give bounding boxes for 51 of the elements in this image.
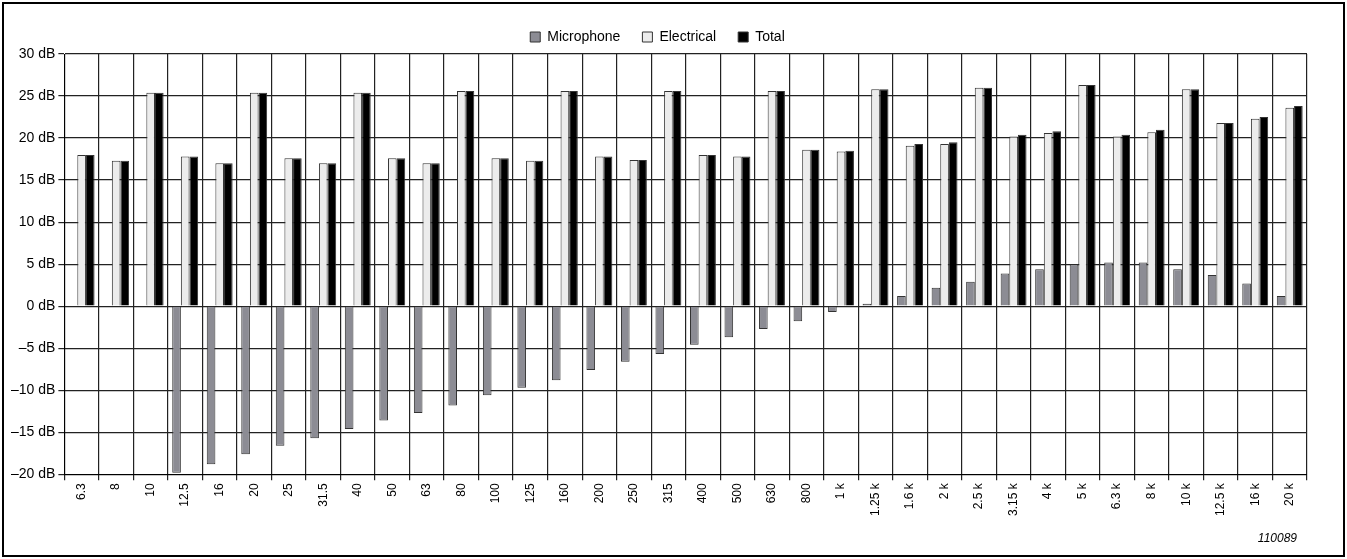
y-tick-label: –15 dB	[11, 423, 56, 440]
x-tick-label: 1 k	[833, 482, 848, 500]
x-tick-label: 4 k	[1040, 482, 1055, 500]
y-tick-label: 20 dB	[18, 128, 56, 145]
y-tick-label: 10 dB	[18, 212, 56, 229]
x-tick-label: 1.6 k	[902, 482, 917, 510]
legend-label: Electrical	[659, 27, 717, 44]
x-tick-label: 31.5	[315, 482, 330, 507]
x-tick-label: 6.3 k	[1109, 482, 1124, 510]
y-tick-label: 30 dB	[18, 44, 56, 61]
x-tick-label: 40	[350, 483, 365, 497]
x-tick-label: 2 k	[936, 482, 951, 500]
x-tick-label: 80	[453, 483, 468, 497]
x-tick-label: 10 k	[1178, 482, 1193, 506]
x-tick-label: 2.5 k	[971, 482, 986, 510]
x-tick-label: 63	[419, 483, 434, 497]
x-tick-label: 5 k	[1074, 482, 1089, 500]
x-tick-label: 16	[212, 483, 227, 497]
x-tick-label: 630	[764, 482, 779, 504]
x-tick-label: 6.3	[73, 482, 88, 500]
text: 110089	[1257, 531, 1298, 546]
y-tick-label: –10 dB	[11, 381, 56, 398]
x-tick-label: 12.5 k	[1213, 482, 1228, 517]
y-tick-label: 25 dB	[18, 86, 56, 103]
x-tick-label: 25	[281, 483, 296, 497]
x-tick-label: 12.5	[177, 482, 192, 507]
y-tick-label: –20 dB	[11, 465, 56, 482]
legend-label: Total	[755, 27, 785, 44]
x-tick-label: 800	[798, 482, 813, 504]
x-tick-label: 8	[108, 483, 123, 490]
y-tick-label: 0 dB	[26, 297, 56, 314]
x-tick-label: 315	[660, 482, 675, 504]
x-tick-label: 125	[522, 482, 537, 504]
x-tick-label: 160	[557, 482, 572, 504]
x-tick-label: 200	[591, 482, 606, 504]
x-tick-label: 20	[246, 483, 261, 497]
y-tick-label: 5 dB	[26, 255, 56, 272]
x-tick-label: 8 k	[1143, 482, 1158, 500]
x-tick-label: 1.25 k	[867, 482, 882, 517]
x-tick-label: 10	[142, 483, 157, 497]
x-tick-label: 3.15 k	[1005, 482, 1020, 517]
y-tick-label: 15 dB	[18, 170, 56, 187]
x-tick-label: 250	[626, 482, 641, 504]
y-tick-label: –5 dB	[18, 339, 56, 356]
x-tick-label: 400	[695, 482, 710, 504]
x-tick-label: 16 k	[1247, 482, 1262, 506]
x-tick-label: 20 k	[1282, 482, 1297, 506]
x-tick-label: 50	[384, 483, 399, 497]
x-tick-label: 100	[488, 482, 503, 504]
legend-label: Microphone	[547, 27, 621, 44]
x-tick-label: 500	[729, 482, 744, 504]
